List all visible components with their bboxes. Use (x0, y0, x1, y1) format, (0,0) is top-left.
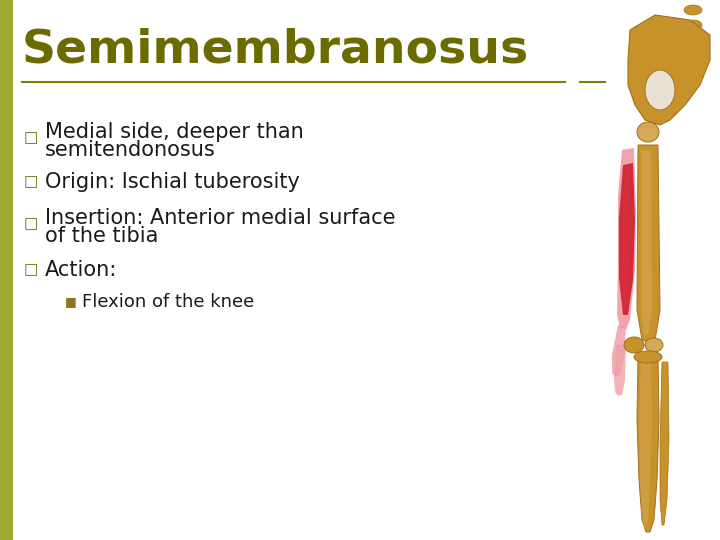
Polygon shape (639, 360, 652, 528)
Text: semitendonosus: semitendonosus (45, 140, 216, 160)
Text: Flexion of the knee: Flexion of the knee (82, 293, 254, 311)
Text: Action:: Action: (45, 260, 117, 280)
Ellipse shape (684, 47, 702, 57)
Polygon shape (614, 345, 626, 396)
Ellipse shape (624, 337, 644, 353)
Polygon shape (641, 150, 652, 335)
Polygon shape (619, 163, 635, 315)
Ellipse shape (684, 5, 702, 15)
Polygon shape (628, 15, 710, 125)
Text: □: □ (24, 131, 38, 145)
Text: ■: ■ (65, 295, 77, 308)
Polygon shape (637, 145, 660, 342)
Text: Semimembranosus: Semimembranosus (22, 28, 529, 72)
Ellipse shape (684, 35, 702, 45)
Polygon shape (617, 148, 636, 330)
Polygon shape (612, 325, 626, 377)
Text: Insertion: Anterior medial surface: Insertion: Anterior medial surface (45, 208, 395, 228)
Ellipse shape (645, 338, 663, 352)
Text: □: □ (24, 174, 38, 190)
Ellipse shape (637, 122, 659, 142)
Text: □: □ (24, 262, 38, 278)
Text: Origin: Ischial tuberosity: Origin: Ischial tuberosity (45, 172, 300, 192)
Polygon shape (622, 169, 631, 310)
Ellipse shape (634, 351, 662, 363)
Bar (0, 0, 13, 540)
Text: of the tibia: of the tibia (45, 226, 158, 246)
Polygon shape (637, 355, 659, 532)
Text: □: □ (24, 217, 38, 232)
Ellipse shape (684, 20, 702, 30)
Text: Medial side, deeper than: Medial side, deeper than (45, 122, 304, 142)
Polygon shape (660, 362, 669, 525)
Ellipse shape (645, 70, 675, 110)
